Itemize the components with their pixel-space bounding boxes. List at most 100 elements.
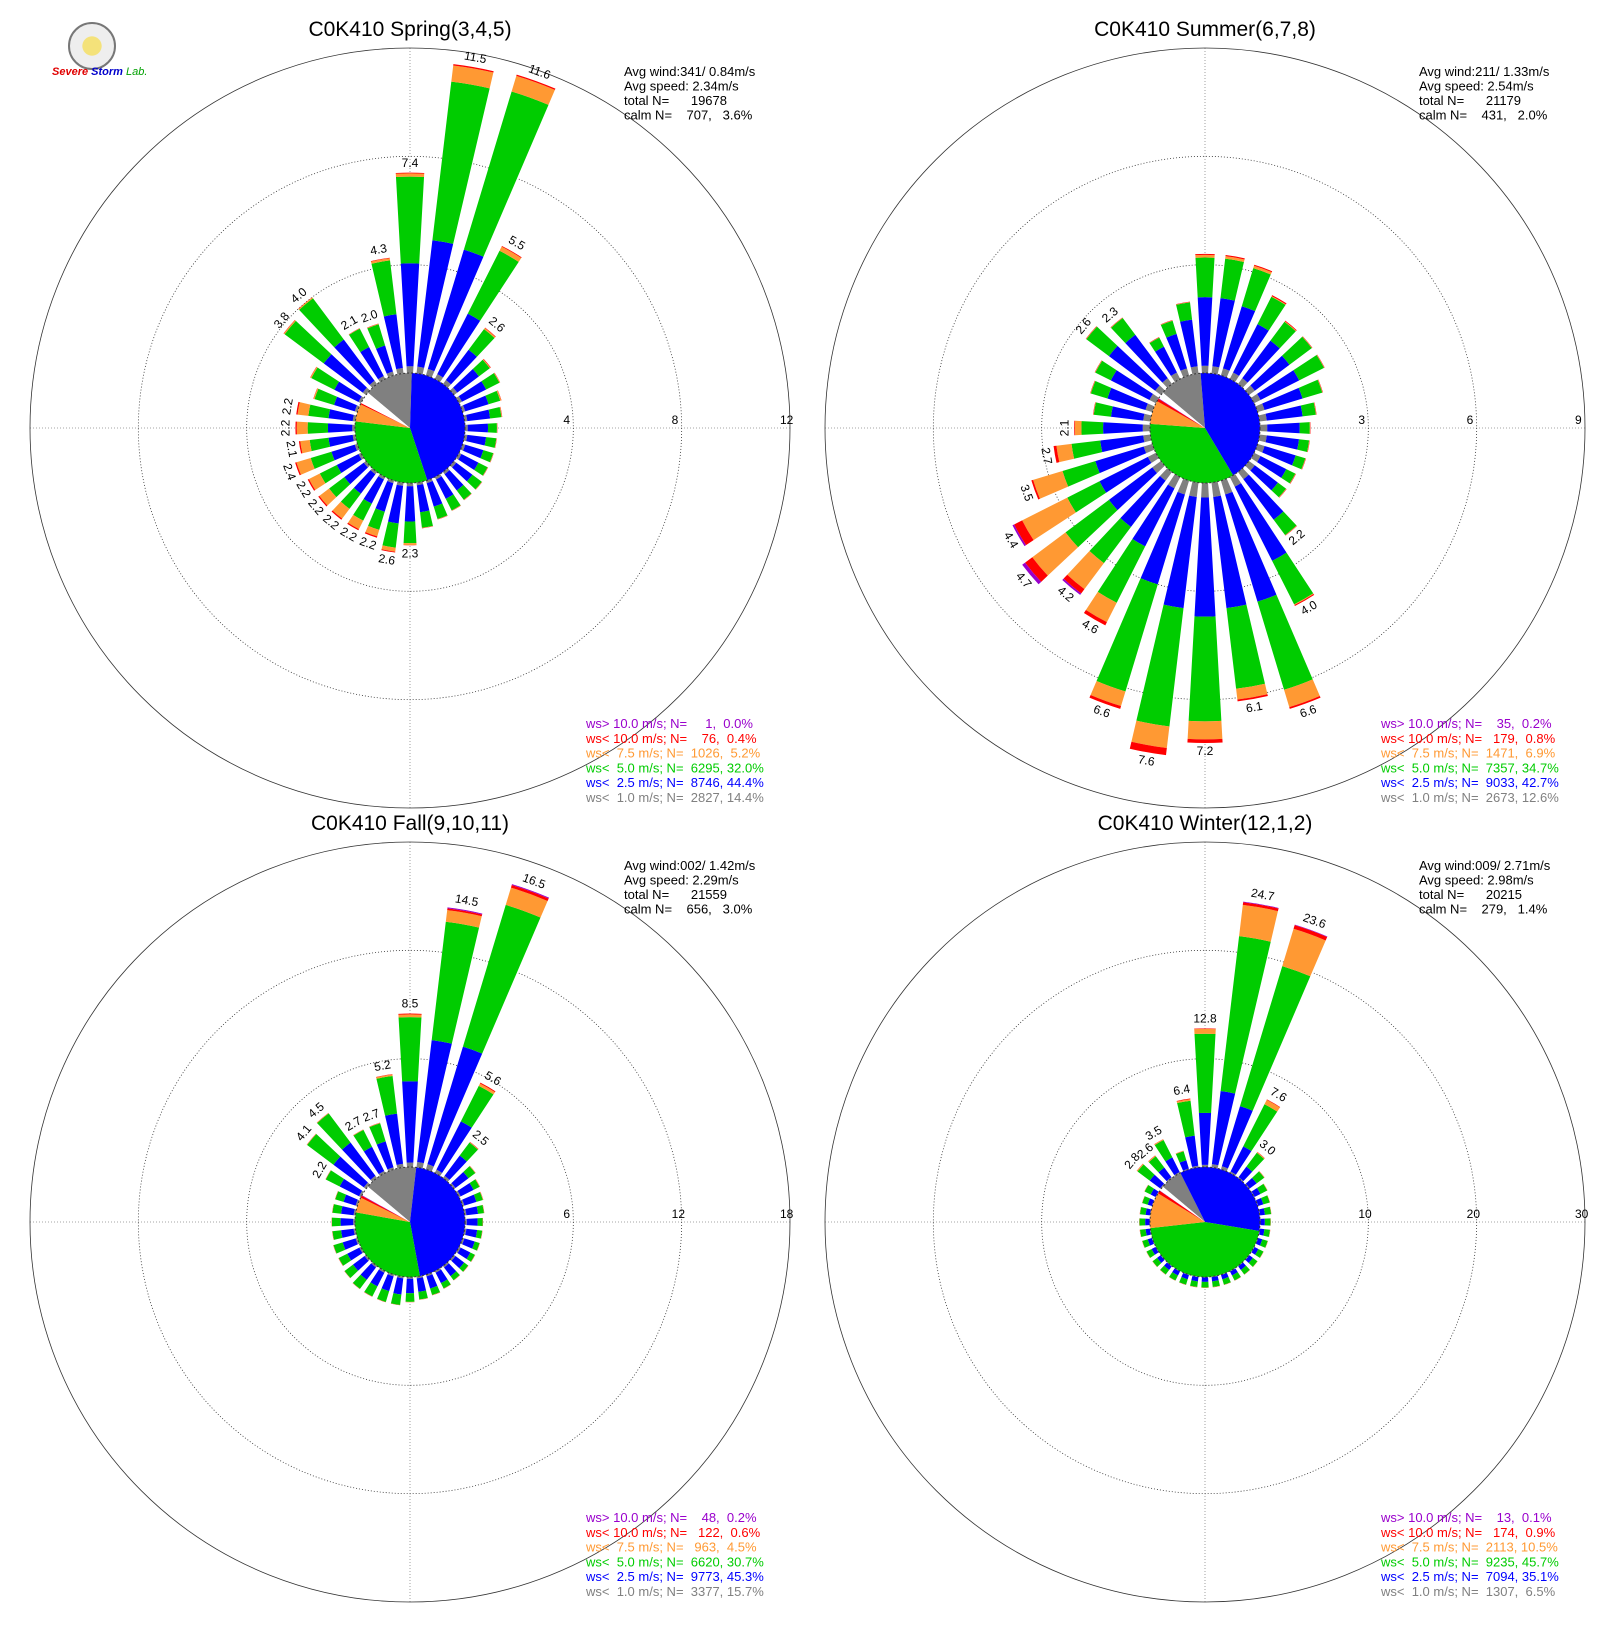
bar-segment <box>1233 324 1269 376</box>
bar-segment <box>472 359 490 377</box>
bar-segment <box>434 374 444 382</box>
bar-segment <box>333 1245 337 1254</box>
bar-segment <box>1172 1268 1180 1276</box>
bar-segment <box>1222 306 1256 371</box>
bar-segment <box>376 1074 393 1078</box>
bar-total-label: 2.1 <box>283 439 300 458</box>
bar-segment <box>1252 1171 1265 1184</box>
bar-segment <box>474 462 488 476</box>
stats-line: calm N= 431, 2.0% <box>1419 108 1548 123</box>
bar-segment <box>1194 1033 1216 1114</box>
bar-segment <box>1284 320 1297 331</box>
bar-segment <box>1169 1272 1179 1281</box>
bar-segment <box>1149 337 1160 344</box>
bar-segment <box>1148 1155 1156 1162</box>
bar-segment <box>313 388 318 399</box>
bar-segment <box>427 249 484 372</box>
bar-segment <box>416 1162 424 1169</box>
bar-segment <box>358 396 364 404</box>
bar-segment <box>367 323 379 329</box>
bar-segment <box>1189 481 1199 497</box>
bar-total-label: 2.7 <box>1038 446 1055 465</box>
bar-segment <box>1255 1248 1264 1258</box>
bar-segment <box>348 328 360 335</box>
bar-segment <box>462 1238 475 1249</box>
bar-segment <box>434 474 442 480</box>
bar-segment <box>403 521 417 544</box>
bar-segment <box>1278 488 1287 498</box>
bar-segment <box>1226 604 1265 689</box>
bar-segment <box>1189 1285 1198 1288</box>
stats-line: Avg wind:009/ 2.71m/s <box>1419 858 1551 873</box>
pie-slice <box>1180 1166 1260 1232</box>
bar-segment <box>1253 265 1272 275</box>
bar-segment <box>465 1206 479 1216</box>
bar-segment <box>398 1017 422 1082</box>
bar-segment <box>1166 333 1188 371</box>
stats-line: Avg speed: 2.29m/s <box>624 873 739 888</box>
bar-total-label: 7.6 <box>1137 752 1156 769</box>
bar-segment <box>363 476 384 504</box>
bar-segment <box>1194 1028 1216 1035</box>
bar-segment <box>1259 424 1268 432</box>
legend-entry: ws> 10.0 m/s; N= 35, 0.2% <box>1380 716 1552 731</box>
bar-segment <box>371 260 397 317</box>
bar-segment <box>496 390 502 401</box>
bar-segment <box>1267 1195 1270 1203</box>
bar-segment <box>404 486 416 522</box>
bar-segment <box>1230 1146 1252 1175</box>
bar-segment <box>1243 901 1279 909</box>
pie-slice <box>1162 373 1205 428</box>
bar-segment <box>475 1179 480 1187</box>
bar-segment <box>483 358 491 368</box>
bar-segment <box>516 74 556 90</box>
bar-segment <box>1294 593 1314 606</box>
bar-segment <box>488 406 502 419</box>
pie-slice <box>1158 392 1205 428</box>
bar-segment <box>501 245 522 259</box>
bar-segment <box>314 388 338 406</box>
bar-segment <box>1149 1174 1165 1189</box>
bar-segment <box>347 1247 363 1261</box>
bar-segment <box>299 298 344 348</box>
bar-segment <box>1289 473 1296 484</box>
bar-segment <box>1154 1139 1164 1145</box>
bar-segment <box>390 1293 402 1305</box>
bar-segment <box>1110 406 1145 421</box>
bar-segment <box>364 1291 373 1297</box>
bar-segment <box>466 434 487 446</box>
bar-segment <box>1176 1099 1191 1104</box>
bar-segment <box>444 470 464 491</box>
bar-segment <box>1250 465 1278 491</box>
bar-segment <box>1293 354 1325 381</box>
bar-segment <box>1071 440 1103 459</box>
bar-segment <box>307 479 316 491</box>
bar-segment <box>1190 366 1199 375</box>
bar-segment <box>475 481 483 490</box>
bar-segment <box>1129 741 1167 756</box>
bar-total-label: 7.2 <box>1197 744 1214 758</box>
bar-segment <box>1317 379 1323 393</box>
bar-segment <box>467 250 519 321</box>
bar-segment <box>480 1191 484 1200</box>
bar-segment <box>483 328 496 338</box>
bar-segment <box>1152 460 1165 474</box>
grid-ring <box>824 841 1586 1603</box>
bar-segment <box>460 405 466 413</box>
bar-segment <box>490 453 494 463</box>
bar-segment <box>1255 403 1265 413</box>
bar-segment <box>434 1169 443 1176</box>
bar-segment <box>344 1271 351 1279</box>
bar-segment <box>451 65 494 89</box>
bar-segment <box>1229 474 1242 487</box>
bar-segment <box>437 515 448 520</box>
bar-segment <box>1012 524 1027 547</box>
bar-segment <box>377 1288 390 1302</box>
bar-segment <box>1267 422 1300 434</box>
bar-segment <box>1081 421 1104 435</box>
bar-segment <box>416 484 430 513</box>
bar-segment <box>1220 258 1244 301</box>
pie-outline <box>354 1166 466 1278</box>
bar-segment <box>1220 936 1271 1094</box>
